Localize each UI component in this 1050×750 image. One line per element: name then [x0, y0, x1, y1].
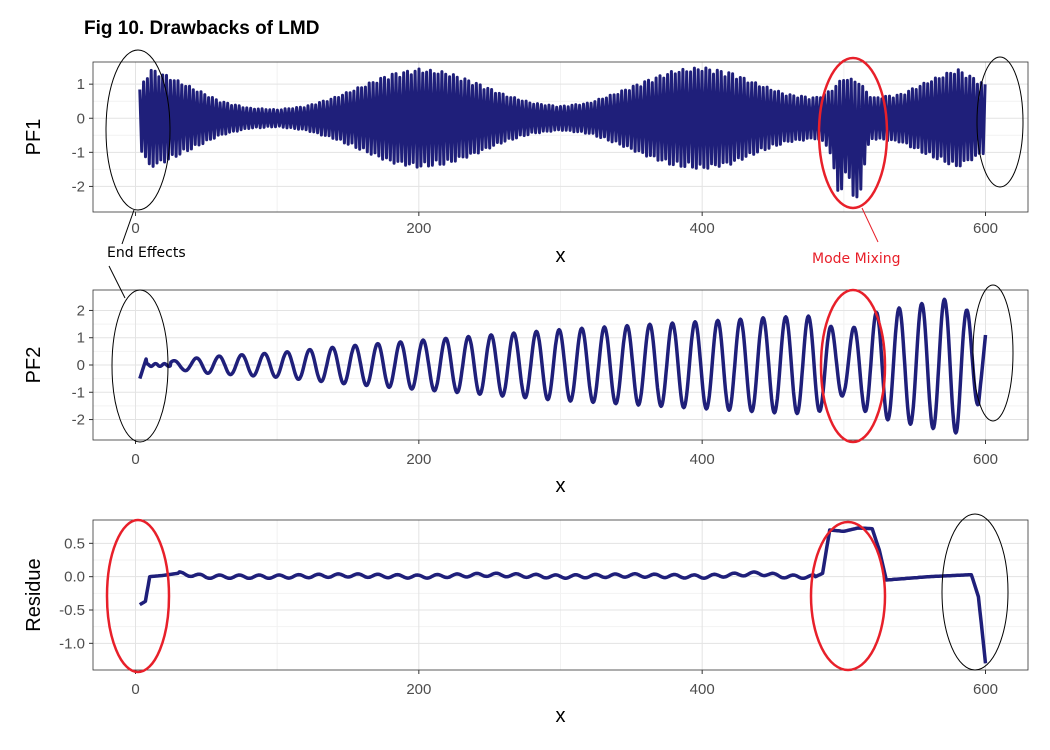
pf1-x-tick-label: 400 — [690, 220, 715, 237]
pf2-y-tick-label: 2 — [77, 302, 85, 319]
pf1-series-line — [138, 66, 987, 199]
residue-y-axis-title: Residue — [23, 558, 45, 631]
end-effects-marker-pf2-right — [972, 284, 1014, 422]
pf1-x-tick-label: 0 — [131, 220, 139, 237]
residue-x-tick-label: 400 — [690, 681, 715, 698]
end-effects-marker-residue-left — [105, 518, 171, 674]
mode-mixing-leader — [861, 207, 879, 243]
mode-mixing-marker-pf1 — [817, 56, 889, 210]
annotations: End Effects Mode Mixing — [105, 49, 1024, 674]
end-effects-marker-pf2-left — [111, 289, 169, 443]
residue-series-line — [138, 526, 988, 664]
pf2-x-tick-label: 600 — [973, 451, 998, 468]
end-effects-label: End Effects — [107, 245, 186, 261]
pf1-x-tick-label: 600 — [973, 220, 998, 237]
residue-x-tick-label: 0 — [131, 681, 139, 698]
pf1-panel-border — [92, 61, 1029, 213]
pf1-x-tick-label: 200 — [406, 220, 431, 237]
residue-x-axis-title: x — [556, 705, 566, 727]
mode-mixing-label: Mode Mixing — [812, 251, 901, 267]
pf2-panel: 0 200 400 600 2 1 0 -1 -2 x PF2 — [23, 289, 1029, 497]
end-effects-leader-2 — [108, 265, 126, 299]
residue-y-tick-label: 0.0 — [64, 569, 85, 586]
pf2-x-tick-label: 200 — [406, 451, 431, 468]
pf1-y-tick-label: 1 — [77, 76, 85, 93]
residue-y-tick-label: -0.5 — [59, 602, 85, 619]
pf2-x-tick-label: 400 — [690, 451, 715, 468]
residue-x-tick-label: 200 — [406, 681, 431, 698]
pf2-y-tick-label: -2 — [72, 412, 85, 429]
end-effects-marker-pf1-left — [105, 49, 171, 211]
residue-panel-border — [92, 519, 1029, 671]
mode-mixing-marker-pf2 — [819, 288, 887, 444]
pf2-y-tick-label: -1 — [72, 384, 85, 401]
pf1-y-tick-label: 0 — [77, 110, 85, 127]
pf1-y-tick-label: -2 — [72, 178, 85, 195]
figure-title: Fig 10. Drawbacks of LMD — [84, 18, 319, 39]
residue-y-tick-label: -1.0 — [59, 635, 85, 652]
pf2-y-tick-label: 0 — [77, 357, 85, 374]
pf2-y-tick-label: 1 — [77, 330, 85, 347]
end-effects-marker-residue-right — [941, 513, 1009, 671]
pf2-x-axis-title: x — [556, 475, 566, 497]
end-effects-marker-pf1-right — [976, 56, 1024, 188]
pf2-x-tick-label: 0 — [131, 451, 139, 468]
pf2-y-axis-title: PF2 — [23, 347, 45, 384]
end-effects-leader-1 — [121, 209, 135, 245]
residue-panel: 0 200 400 600 0.5 0.0 -0.5 -1.0 x Residue — [23, 519, 1029, 727]
pf2-series-line — [138, 297, 988, 435]
pf1-y-axis-title: PF1 — [23, 119, 45, 156]
residue-x-tick-label: 600 — [973, 681, 998, 698]
pf1-y-tick-label: -1 — [72, 144, 85, 161]
pf1-panel: 0 200 400 600 1 0 -1 -2 x PF1 — [23, 61, 1029, 267]
mode-mixing-marker-residue — [809, 520, 887, 672]
residue-y-tick-label: 0.5 — [64, 535, 85, 552]
pf1-x-axis-title: x — [556, 245, 566, 267]
